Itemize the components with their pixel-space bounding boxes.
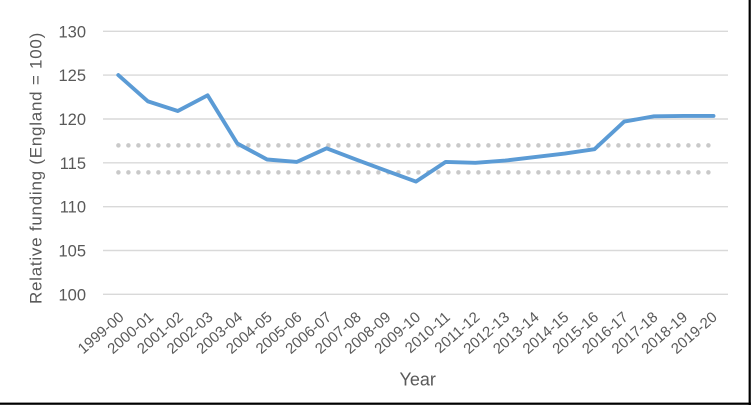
svg-text:100: 100 [58, 286, 86, 304]
svg-text:120: 120 [58, 111, 86, 129]
svg-text:110: 110 [60, 199, 86, 217]
svg-text:115: 115 [60, 155, 86, 173]
svg-text:130: 130 [58, 23, 86, 41]
svg-text:125: 125 [58, 67, 86, 85]
svg-text:105: 105 [58, 243, 86, 261]
svg-text:Relative funding (England = 10: Relative funding (England = 100) [27, 32, 46, 304]
svg-text:Year: Year [400, 370, 436, 390]
